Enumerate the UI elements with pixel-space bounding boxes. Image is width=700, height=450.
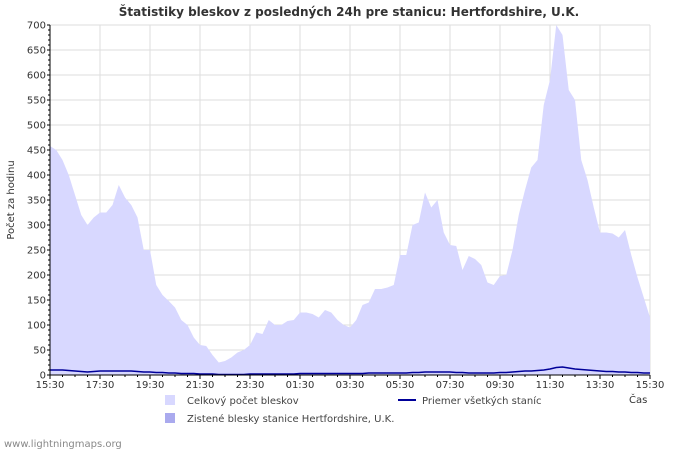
x-tick-label: 07:30 [436,380,465,391]
y-tick-label: 250 [27,246,46,257]
series-areas [50,25,650,375]
y-tick-label: 100 [27,321,46,332]
y-tick-label: 600 [27,71,46,82]
x-tick-label: 19:30 [136,380,165,391]
series-area-0 [50,25,650,375]
legend-label: Zistené blesky stanice Hertfordshire, U.… [187,413,394,425]
x-tick-label: 13:30 [586,380,615,391]
x-tick-label: 15:30 [36,380,65,391]
x-tick-label: 09:30 [486,380,515,391]
x-tick-label: 01:30 [286,380,315,391]
y-tick-label: 300 [27,221,46,232]
y-tick-label: 550 [27,96,46,107]
y-ticks: 0 50 100 150 200 250 300 350 400 450 500 550 600 650 7… [27,21,46,382]
y-tick-label: 200 [27,271,46,282]
legend-label: Celkový počet bleskov [187,395,299,407]
axes [47,24,651,379]
y-tick-label: 400 [27,171,46,182]
y-tick-label: 700 [27,21,46,32]
y-tick-label: 500 [27,121,46,132]
x-tick-label: 11:30 [536,380,565,391]
series-lines [50,366,650,376]
y-tick-label: 150 [27,296,46,307]
footer-source: www.lightningmaps.org [4,439,122,450]
y-tick-label: 450 [27,146,46,157]
x-tick-label: 03:30 [336,380,365,391]
x-ticks: 15:30 17:30 19:30 21:30 23:30 01:30 03:30 05:30… [36,380,665,391]
x-axis-label: Čas [629,393,647,406]
x-tick-label: 05:30 [386,380,415,391]
legend: Celkový počet bleskov Priemer všetkých st… [165,395,542,425]
x-tick-label: 17:30 [86,380,115,391]
y-tick-label: 50 [33,346,46,357]
x-tick-label: 23:30 [236,380,265,391]
chart-title: Štatistiky bleskov z posledných 24h pre … [119,4,579,19]
y-tick-label: 350 [27,196,46,207]
series-line-2 [50,366,650,376]
legend-label: Priemer všetkých staníc [422,395,542,407]
y-tick-label: 650 [27,46,46,57]
y-tick-label: 0 [40,371,46,382]
y-axis-label: Počet za hodinu [5,160,17,239]
legend-swatch [165,413,175,423]
x-tick-label: 21:30 [186,380,215,391]
x-tick-label: 15:30 [636,380,665,391]
legend-swatch [165,395,175,405]
